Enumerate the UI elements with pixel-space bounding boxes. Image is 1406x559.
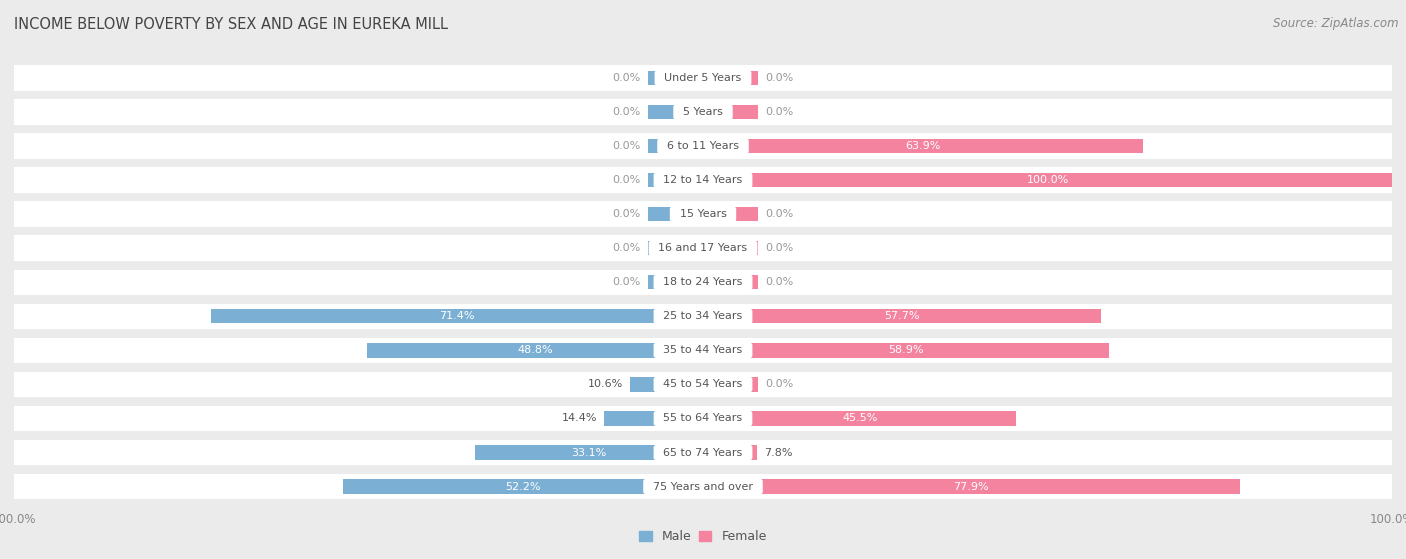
Bar [703, 173, 1392, 187]
Text: 35 to 44 Years: 35 to 44 Years [657, 345, 749, 356]
Bar [367, 343, 703, 358]
Bar [703, 411, 1017, 425]
Bar [648, 275, 703, 290]
Text: 18 to 24 Years: 18 to 24 Years [657, 277, 749, 287]
Bar [648, 241, 703, 255]
Text: 0.0%: 0.0% [613, 107, 641, 117]
Text: Source: ZipAtlas.com: Source: ZipAtlas.com [1274, 17, 1399, 30]
Text: 0.0%: 0.0% [613, 175, 641, 185]
Bar [14, 372, 1392, 397]
Text: INCOME BELOW POVERTY BY SEX AND AGE IN EUREKA MILL: INCOME BELOW POVERTY BY SEX AND AGE IN E… [14, 17, 449, 32]
Text: 0.0%: 0.0% [765, 380, 793, 390]
Text: 0.0%: 0.0% [765, 73, 793, 83]
Text: 58.9%: 58.9% [889, 345, 924, 356]
Text: 0.0%: 0.0% [765, 107, 793, 117]
Bar [630, 377, 703, 391]
Text: 100.0%: 100.0% [1026, 175, 1069, 185]
Bar [648, 71, 703, 85]
Text: 48.8%: 48.8% [517, 345, 553, 356]
Text: 33.1%: 33.1% [571, 448, 606, 457]
Text: 15 Years: 15 Years [672, 209, 734, 219]
Bar [703, 105, 758, 119]
Text: 55 to 64 Years: 55 to 64 Years [657, 414, 749, 424]
Text: 16 and 17 Years: 16 and 17 Years [651, 243, 755, 253]
Bar [475, 446, 703, 459]
Bar [648, 207, 703, 221]
Bar [648, 105, 703, 119]
Text: 71.4%: 71.4% [439, 311, 475, 321]
Bar [14, 235, 1392, 261]
Text: 5 Years: 5 Years [676, 107, 730, 117]
Bar [14, 304, 1392, 329]
Bar [603, 411, 703, 425]
Text: 57.7%: 57.7% [884, 311, 920, 321]
Text: 65 to 74 Years: 65 to 74 Years [657, 448, 749, 457]
Bar [14, 474, 1392, 499]
Text: 45.5%: 45.5% [842, 414, 877, 424]
Bar [648, 139, 703, 153]
Text: 6 to 11 Years: 6 to 11 Years [659, 141, 747, 151]
Text: 14.4%: 14.4% [561, 414, 598, 424]
Bar [703, 275, 758, 290]
Text: Under 5 Years: Under 5 Years [658, 73, 748, 83]
Text: 25 to 34 Years: 25 to 34 Years [657, 311, 749, 321]
Bar [14, 167, 1392, 193]
Text: 7.8%: 7.8% [763, 448, 792, 457]
Bar [14, 269, 1392, 295]
Text: 45 to 54 Years: 45 to 54 Years [657, 380, 749, 390]
Bar [703, 309, 1101, 324]
Bar [703, 377, 758, 391]
Text: 0.0%: 0.0% [613, 141, 641, 151]
Bar [703, 139, 1143, 153]
Text: 52.2%: 52.2% [505, 481, 541, 491]
Text: 0.0%: 0.0% [765, 243, 793, 253]
Text: 75 Years and over: 75 Years and over [645, 481, 761, 491]
Bar [14, 406, 1392, 431]
Text: 0.0%: 0.0% [613, 277, 641, 287]
Bar [14, 100, 1392, 125]
Bar [14, 338, 1392, 363]
Text: 63.9%: 63.9% [905, 141, 941, 151]
Text: 0.0%: 0.0% [613, 73, 641, 83]
Text: 0.0%: 0.0% [613, 243, 641, 253]
Bar [703, 480, 1240, 494]
Bar [211, 309, 703, 324]
Bar [703, 446, 756, 459]
Legend: Male, Female: Male, Female [640, 530, 766, 543]
Bar [14, 440, 1392, 465]
Text: 12 to 14 Years: 12 to 14 Years [657, 175, 749, 185]
Bar [703, 71, 758, 85]
Bar [703, 241, 758, 255]
Bar [343, 480, 703, 494]
Bar [14, 65, 1392, 91]
Text: 77.9%: 77.9% [953, 481, 990, 491]
Bar [703, 343, 1109, 358]
Bar [14, 201, 1392, 227]
Bar [648, 173, 703, 187]
Text: 10.6%: 10.6% [588, 380, 623, 390]
Bar [14, 134, 1392, 159]
Text: 0.0%: 0.0% [765, 277, 793, 287]
Bar [703, 207, 758, 221]
Text: 0.0%: 0.0% [613, 209, 641, 219]
Text: 0.0%: 0.0% [765, 209, 793, 219]
